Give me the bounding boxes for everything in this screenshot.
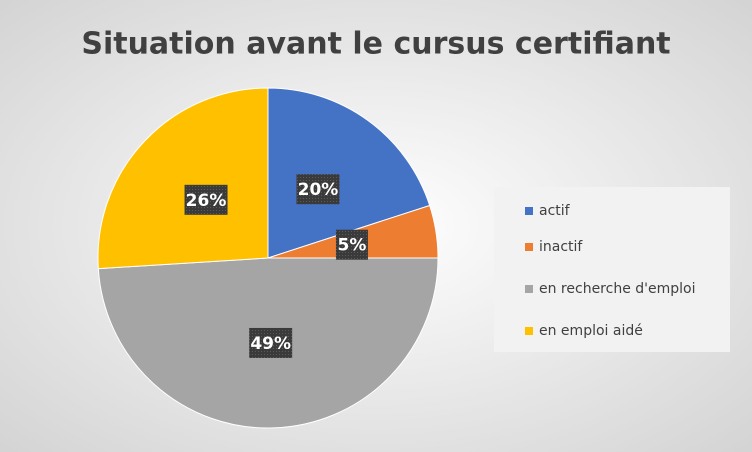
- data-label: 49%: [250, 334, 291, 354]
- data-label: 5%: [338, 236, 367, 256]
- data-label-box: [184, 184, 228, 215]
- legend-swatch: [525, 243, 533, 251]
- chart-title: Situation avant le cursus certifiant: [81, 27, 670, 62]
- pie-slice: [97, 87, 269, 270]
- legend-swatch: [525, 285, 533, 293]
- data-label-box: [335, 229, 368, 260]
- legend-label: actif: [539, 203, 571, 219]
- legend-box: [494, 187, 730, 352]
- data-label-box: [249, 327, 293, 358]
- legend-label: inactif: [539, 239, 583, 255]
- pie-slice: [267, 87, 431, 259]
- legend-swatch: [525, 327, 533, 335]
- data-label: 20%: [298, 180, 339, 200]
- legend-swatch: [525, 207, 533, 215]
- data-label: 26%: [186, 191, 227, 211]
- legend-label: en emploi aidé: [539, 323, 643, 339]
- legend-label: en recherche d'emploi: [539, 281, 695, 297]
- data-label-box: [296, 174, 340, 205]
